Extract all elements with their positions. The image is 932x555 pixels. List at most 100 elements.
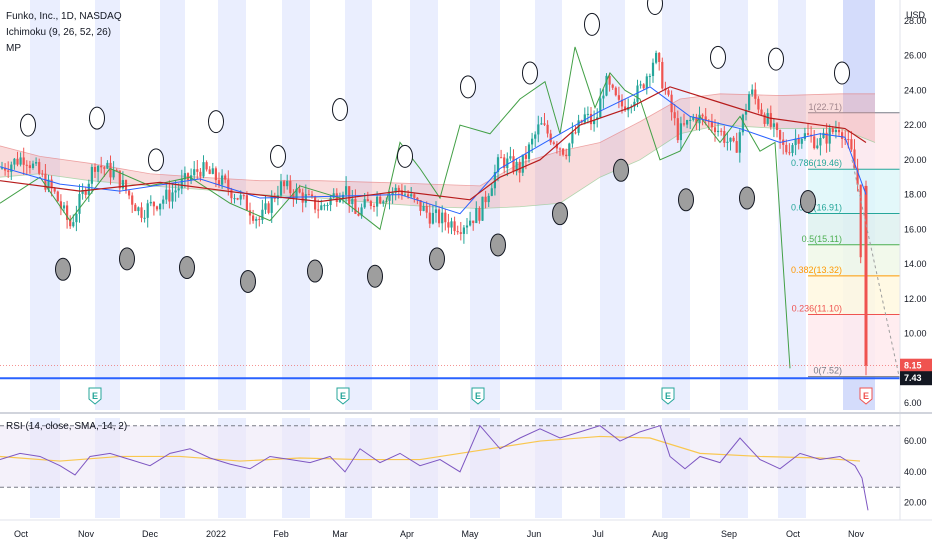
candle-body [109, 162, 112, 178]
y-tick-label: 28.00 [904, 16, 927, 26]
chart-legend: Funko, Inc., 1D, NASDAQ Ichimoku (9, 26,… [6, 9, 122, 57]
candle-body [841, 132, 844, 139]
earnings-marker [471, 387, 485, 405]
candle-body [388, 194, 391, 201]
y-tick-label: 16.00 [904, 224, 927, 234]
candle-body [295, 188, 298, 199]
fib-label: 0.5(15.11) [802, 234, 842, 244]
candle-body [766, 113, 769, 124]
candle-body [279, 181, 283, 196]
candle-body [16, 158, 19, 165]
candle-body [837, 129, 841, 133]
candle-body [633, 101, 636, 107]
candle-body [413, 194, 416, 198]
candle-body [403, 194, 407, 196]
mp-bottom-circle [240, 269, 256, 293]
x-tick-label: 2022 [206, 529, 226, 539]
candle-body [252, 215, 255, 221]
candle-body [779, 130, 782, 140]
x-tick-label: Jul [592, 529, 604, 539]
candle-body [230, 189, 233, 199]
candle-body [565, 154, 568, 157]
candle-body [648, 76, 651, 78]
earnings-marker [661, 387, 675, 405]
candle-body [155, 206, 159, 210]
candle-body [540, 123, 543, 125]
rsi-tick-label: 60.00 [904, 436, 927, 446]
candle-body [134, 204, 137, 212]
candle-body [332, 193, 335, 198]
candle-body [323, 205, 326, 207]
candle-body [537, 124, 540, 135]
x-tick-label: Dec [142, 529, 159, 539]
candle-body [382, 201, 385, 204]
candle-body [506, 158, 509, 169]
candle-body [769, 113, 772, 127]
candle-body [90, 166, 93, 184]
candle-body [856, 168, 859, 185]
candle-body [360, 207, 363, 216]
candle-body [363, 199, 366, 208]
candle-body [453, 221, 456, 232]
candle-body [571, 132, 574, 144]
candle-body [289, 180, 292, 194]
candle-body [543, 123, 546, 125]
earnings-marker [859, 387, 873, 405]
candle-body [478, 208, 481, 221]
candle-body [298, 188, 301, 193]
candle-body [35, 162, 38, 164]
candle-body [50, 179, 53, 189]
rsi-tick-label: 20.00 [904, 498, 927, 508]
candle-body [149, 201, 152, 204]
candle-body [611, 84, 614, 88]
x-tick-label: Nov [848, 529, 865, 539]
x-tick-label: Sep [721, 529, 737, 539]
x-tick-label: Feb [273, 529, 289, 539]
candle-body [202, 162, 205, 177]
candle-body [853, 149, 856, 169]
earnings-label: E [475, 391, 481, 401]
candle-body [682, 123, 686, 125]
y-tick-label: 14.00 [904, 259, 927, 269]
candle-body [589, 113, 593, 125]
candle-body [379, 196, 382, 204]
mp-top-circle [584, 12, 600, 36]
candle-body [425, 205, 428, 213]
x-tick-label: Jun [527, 529, 542, 539]
candle-body [819, 138, 822, 146]
mp-top-circle [148, 148, 164, 172]
candle-body [100, 165, 103, 168]
y-tick-label: 12.00 [904, 294, 927, 304]
candle-body [66, 205, 69, 220]
candle-body [552, 142, 555, 144]
candle-body [214, 168, 217, 181]
candle-body [748, 94, 751, 111]
candle-body [717, 130, 720, 133]
candle-body [31, 163, 35, 168]
candle-body [593, 119, 596, 125]
rsi-legend: RSI (14, close, SMA, 14, 2) [6, 421, 128, 432]
candle-body [450, 221, 453, 228]
candle-body [713, 127, 717, 133]
candle-body [428, 212, 431, 224]
candle-body [72, 222, 75, 227]
candle-body [438, 209, 441, 224]
candle-body [645, 76, 648, 89]
mp-top-circle [270, 144, 286, 168]
candle-body [487, 195, 490, 203]
x-tick-label: Nov [78, 529, 95, 539]
fib-label: 0.618(16.91) [791, 203, 842, 213]
candle-body [372, 206, 376, 208]
candle-body [844, 138, 847, 140]
candle-body [416, 197, 419, 201]
candle-body [310, 194, 314, 197]
candle-body [391, 192, 394, 195]
candle-body [159, 203, 162, 210]
candle-body [754, 89, 757, 99]
candle-body [447, 222, 450, 228]
candle-body [180, 179, 183, 189]
candle-body [788, 152, 791, 154]
candle-body [469, 220, 472, 226]
